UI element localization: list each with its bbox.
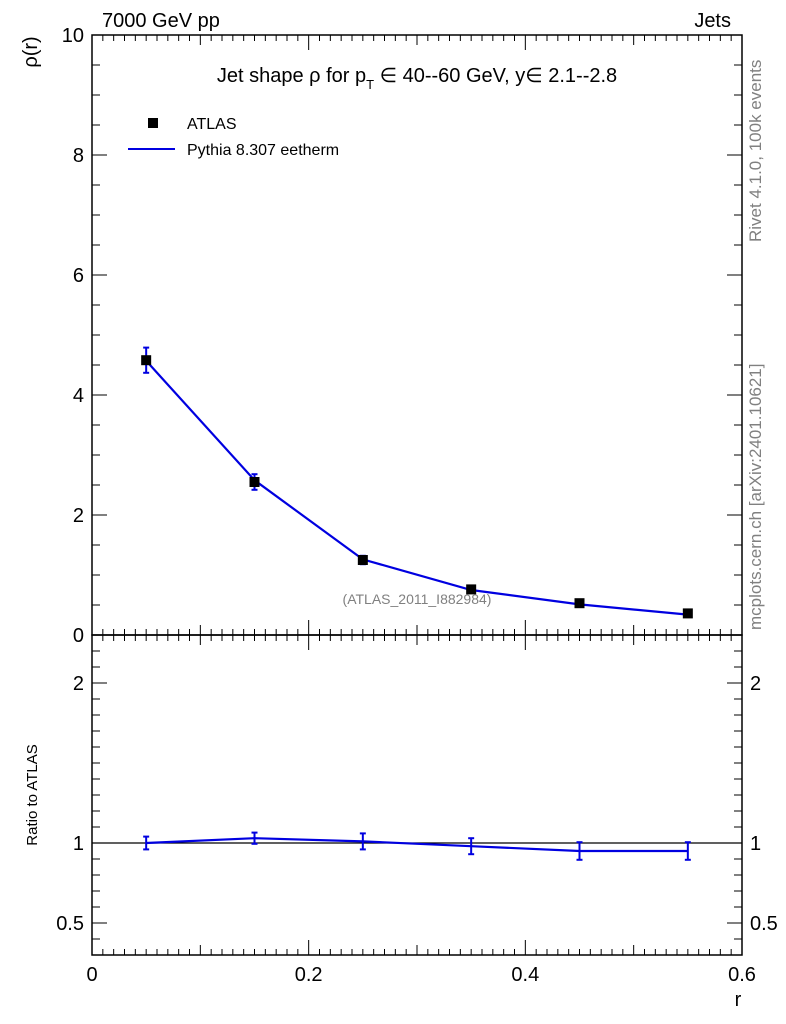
plot-title: Jet shape ρ for pT ∈ 40--60 GeV, y∈ 2.1-… [217,65,617,92]
plot-title-rest: ∈ 40--60 GeV, y∈ 2.1--2.8 [374,65,617,87]
main-y-tick-label: 6 [73,265,84,287]
ratio-y-tick-label: 2 [73,673,84,695]
ratio-y-ticks: 0.5 0.5 1 1 2 2 [56,634,778,940]
ratio-series [143,831,691,861]
pythia-line [145,360,688,616]
main-series [141,346,693,619]
main-y-ticks: 0 2 4 6 8 10 [62,25,742,647]
main-y-tick-label: 2 [73,505,84,527]
atlas-data-point [574,598,585,609]
ratio-y-tick-label: 1 [73,833,84,855]
atlas-data-point [357,555,368,565]
x-axis-label: r [735,989,742,1011]
ratio-y-tick-label-right: 0.5 [750,913,778,935]
ratio-line [146,837,688,853]
ratio-y-tick-label: 0.5 [56,913,84,935]
rivet-info: Rivet 4.1.0, 100k events [746,59,765,242]
mcplots-info: mcplots.cern.ch [arXiv:2401.10621] [746,363,765,630]
ratio-y-tick-label-right: 2 [750,673,761,695]
atlas-data-point [141,355,152,366]
main-y-axis-label: ρ(r) [20,36,42,67]
analysis-watermark: (ATLAS_2011_I882984) [343,591,492,607]
ratio-panel-frame [91,634,743,956]
main-y-tick-label: 0 [73,625,84,647]
ratio-y-axis-label: Ratio to ATLAS [24,744,41,845]
main-y-tick-label: 4 [73,385,84,407]
x-tick-label: 0 [86,964,97,986]
legend-label-pythia: Pythia 8.307 eetherm [187,142,339,159]
legend-marker-atlas [148,118,158,128]
plot-title-main: Jet shape ρ for p [217,65,366,87]
main-y-tick-label: 8 [73,145,84,167]
legend: ATLAS Pythia 8.307 eetherm [128,116,339,159]
header-right: Jets [694,10,731,32]
atlas-data-point [466,584,477,595]
x-tick-label: 0.2 [295,964,323,986]
x-tick-label: 0.6 [728,964,756,986]
atlas-data-point [249,477,260,487]
plot-title-subscript: T [366,77,374,92]
x-ticks: 0 0.2 0.4 0.6 [86,35,756,986]
legend-label-atlas: ATLAS [187,116,237,133]
x-tick-label: 0.4 [511,964,539,986]
main-y-tick-label: 10 [62,25,84,47]
header-left: 7000 GeV pp [102,10,220,32]
atlas-data-point [682,608,693,619]
ratio-y-tick-label-right: 1 [750,833,761,855]
